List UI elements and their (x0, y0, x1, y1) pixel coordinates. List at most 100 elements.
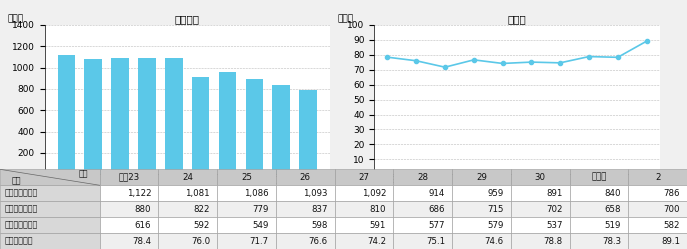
Text: 579: 579 (487, 221, 504, 230)
Text: 76.6: 76.6 (308, 237, 328, 246)
Bar (629, 185, 687, 201)
Text: 令和元: 令和元 (592, 173, 607, 182)
Bar (393, 169, 452, 185)
Text: 71.7: 71.7 (249, 237, 269, 246)
Text: 89.1: 89.1 (661, 237, 680, 246)
Text: 658: 658 (605, 205, 621, 214)
Bar (111, 59, 128, 174)
Text: 914: 914 (429, 189, 445, 198)
Text: 537: 537 (546, 221, 563, 230)
Text: 認知件数（件）: 認知件数（件） (5, 189, 38, 198)
Bar (511, 201, 570, 217)
Text: 74.2: 74.2 (367, 237, 386, 246)
Bar (0, 201, 100, 217)
Bar (570, 201, 629, 217)
Text: 786: 786 (664, 189, 680, 198)
Bar (217, 201, 275, 217)
Bar (570, 233, 629, 249)
Text: 592: 592 (194, 221, 210, 230)
Bar (570, 217, 629, 233)
Bar (0, 169, 100, 185)
Text: 598: 598 (311, 221, 328, 230)
Bar (275, 185, 335, 201)
Bar (217, 233, 275, 249)
Bar (452, 217, 511, 233)
Text: 検挙件数（件）: 検挙件数（件） (5, 205, 38, 214)
Bar (158, 185, 217, 201)
Bar (0, 233, 100, 249)
Bar (217, 185, 275, 201)
Bar (246, 79, 263, 174)
Text: 1,122: 1,122 (126, 189, 151, 198)
Bar (570, 185, 629, 201)
Text: 78.8: 78.8 (543, 237, 563, 246)
Text: 959: 959 (488, 189, 504, 198)
Bar (0, 185, 100, 201)
Text: 700: 700 (664, 205, 680, 214)
Text: 74.6: 74.6 (484, 237, 504, 246)
Bar (100, 201, 158, 217)
Text: 平成23: 平成23 (118, 173, 139, 182)
Text: 26: 26 (300, 173, 311, 182)
Bar (158, 169, 217, 185)
Bar (629, 169, 687, 185)
Bar (511, 233, 570, 249)
Text: 891: 891 (546, 189, 563, 198)
Bar (275, 169, 335, 185)
Bar (217, 169, 275, 185)
Text: 616: 616 (135, 221, 151, 230)
Text: 810: 810 (370, 205, 386, 214)
Text: 25: 25 (241, 173, 252, 182)
Bar (275, 233, 335, 249)
Text: 1,093: 1,093 (303, 189, 328, 198)
Text: 年次: 年次 (78, 169, 88, 178)
Bar (511, 217, 570, 233)
Text: 78.4: 78.4 (132, 237, 151, 246)
Bar (570, 169, 629, 185)
Text: （年）: （年） (665, 192, 680, 201)
Bar (100, 169, 158, 185)
Bar (335, 233, 393, 249)
Bar (629, 233, 687, 249)
Text: 840: 840 (605, 189, 621, 198)
Text: 702: 702 (546, 205, 563, 214)
Bar (100, 185, 158, 201)
Bar (218, 72, 236, 174)
Bar (192, 77, 210, 174)
Text: 24: 24 (182, 173, 193, 182)
Text: 27: 27 (359, 173, 370, 182)
Text: 30: 30 (534, 173, 545, 182)
Title: 検挙率: 検挙率 (508, 14, 526, 24)
Text: （％）: （％） (337, 14, 354, 23)
Bar (335, 201, 393, 217)
Bar (452, 233, 511, 249)
Text: （年）: （年） (335, 192, 350, 201)
Bar (165, 58, 183, 174)
Text: 1,086: 1,086 (244, 189, 269, 198)
Text: 715: 715 (487, 205, 504, 214)
Bar (158, 217, 217, 233)
Bar (138, 58, 156, 174)
Text: 75.1: 75.1 (426, 237, 445, 246)
Text: （件）: （件） (8, 14, 24, 23)
Bar (100, 217, 158, 233)
Text: 28: 28 (417, 173, 428, 182)
Bar (335, 185, 393, 201)
Text: 779: 779 (252, 205, 269, 214)
Text: 76.0: 76.0 (191, 237, 210, 246)
Bar (393, 217, 452, 233)
Text: 78.3: 78.3 (602, 237, 621, 246)
Text: 591: 591 (370, 221, 386, 230)
Text: 検挙率（％）: 検挙率（％） (5, 237, 34, 246)
Title: 認知件数: 認知件数 (174, 14, 200, 24)
Text: 1,081: 1,081 (185, 189, 210, 198)
Bar (452, 169, 511, 185)
Bar (300, 90, 317, 174)
Bar (275, 201, 335, 217)
Text: 549: 549 (252, 221, 269, 230)
Bar (275, 217, 335, 233)
Bar (511, 169, 570, 185)
Bar (511, 185, 570, 201)
Text: 519: 519 (605, 221, 621, 230)
Bar (629, 217, 687, 233)
